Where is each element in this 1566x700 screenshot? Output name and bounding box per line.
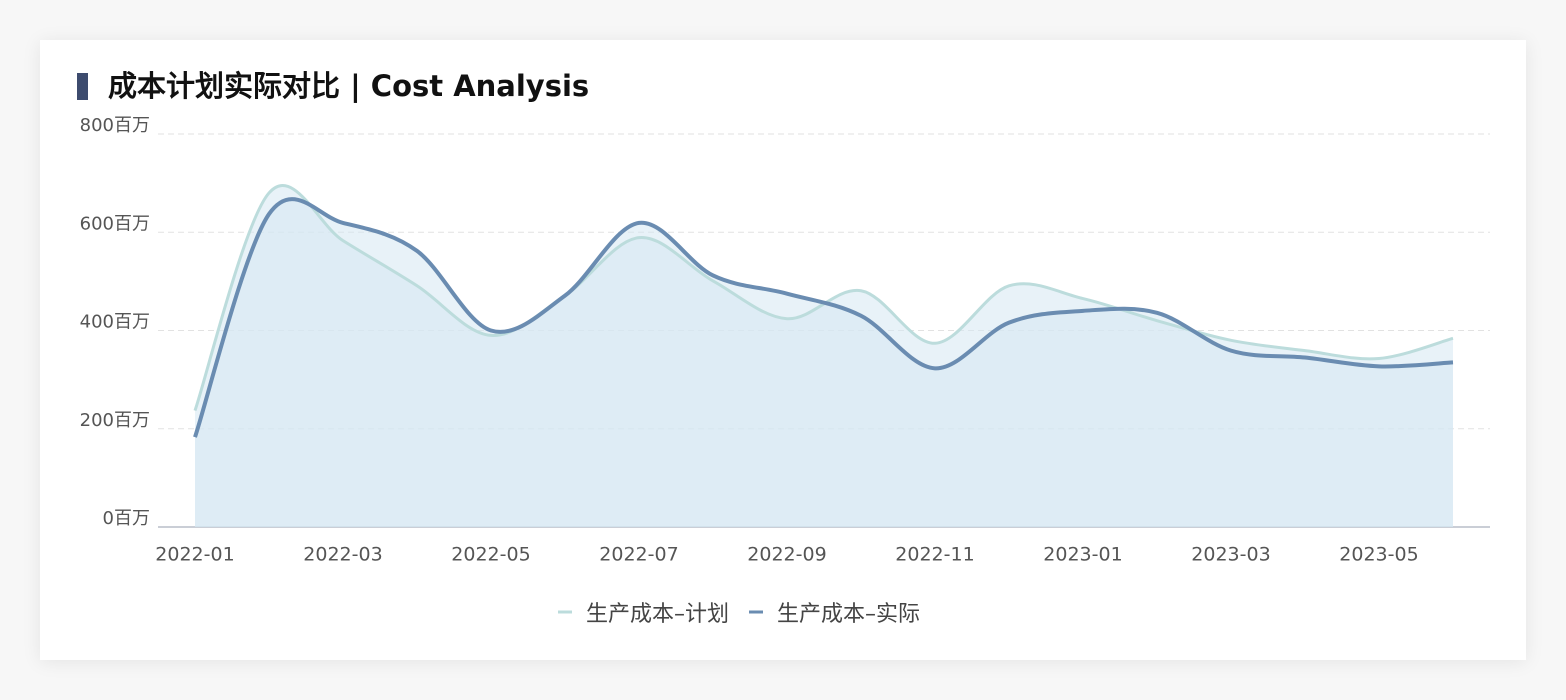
- x-tick-label: 2022-01: [155, 544, 234, 566]
- line: [193, 184, 1454, 412]
- x-tick-label: 2022-07: [599, 544, 678, 566]
- x-tick-label: 2022-11: [895, 544, 974, 566]
- legend-label: 生产成本–实际: [777, 602, 920, 627]
- area: [195, 199, 1453, 527]
- chart-title: 成本计划实际对比 | Cost Analysis: [108, 69, 589, 103]
- y-tick-label: 0百万: [103, 508, 150, 529]
- line: [193, 197, 1454, 438]
- y-tick-label: 800百万: [80, 115, 150, 136]
- x-tick-label: 2023-01: [1043, 544, 1122, 566]
- legend-label: 生产成本–计划: [586, 602, 729, 627]
- y-tick-label: 200百万: [80, 410, 150, 431]
- x-tick-label: 2023-03: [1191, 544, 1270, 566]
- x-tick-label: 2022-09: [747, 544, 826, 566]
- x-tick-label: 2022-05: [451, 544, 530, 566]
- title-marker: [77, 73, 88, 100]
- y-tick-label: 600百万: [80, 213, 150, 234]
- x-tick-label: 2022-03: [303, 544, 382, 566]
- y-tick-label: 400百万: [80, 312, 150, 333]
- x-tick-label: 2023-05: [1339, 544, 1418, 566]
